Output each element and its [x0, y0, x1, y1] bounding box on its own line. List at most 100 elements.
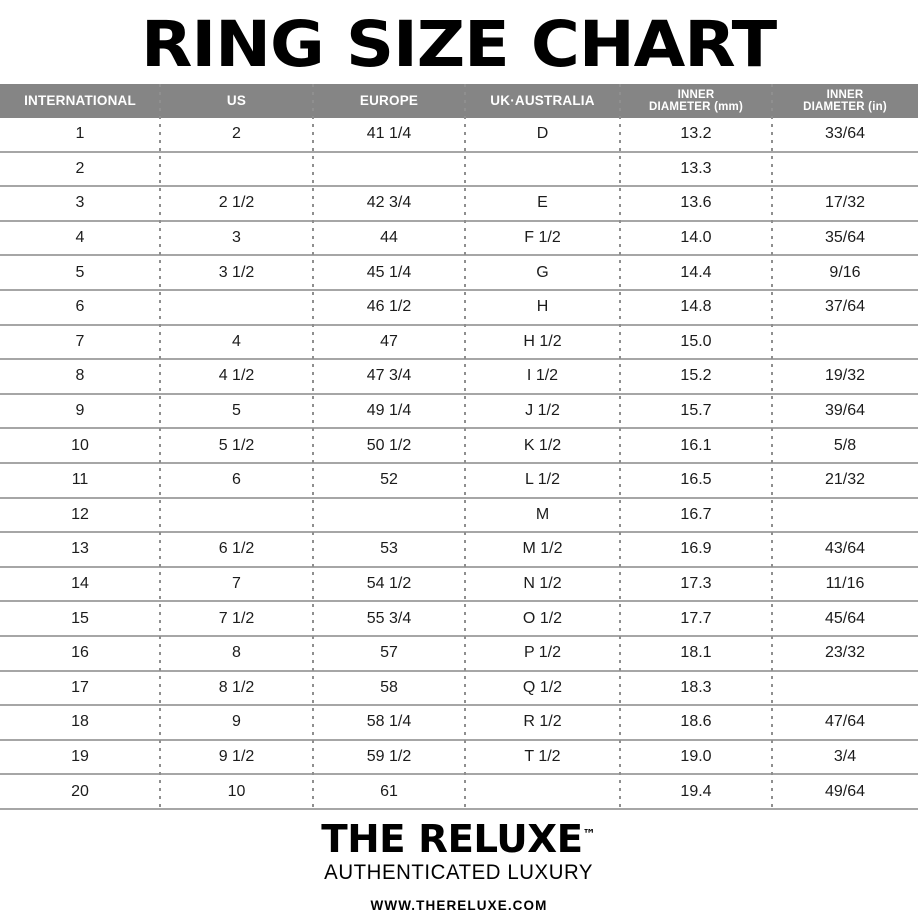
cell-inner_diameter_mm: 14.8: [680, 298, 712, 316]
table-row: 7 4 47 H 1/2 15.0: [0, 326, 918, 361]
cell-international: 14: [71, 575, 89, 593]
cell-europe: 47 3/4: [366, 367, 412, 385]
table-row: 11 6 52 L 1/2 16.5 21/32: [0, 464, 918, 499]
cell-inner_diameter_in: 33/64: [824, 125, 866, 143]
cell-inner_diameter_in: 23/32: [824, 644, 866, 662]
cell-inner_diameter_in: 11/16: [825, 575, 865, 593]
page-title: RING SIZE CHART: [141, 7, 777, 81]
cell-international: 19: [71, 747, 89, 765]
cell-international: 3: [75, 194, 85, 212]
column-header-us: US: [226, 92, 247, 108]
cell-international: 7: [75, 332, 85, 350]
trademark-symbol: ™: [582, 827, 597, 843]
cell-uk_australia: D: [536, 125, 549, 143]
table-header-row: INTERNATIONAL US EUROPE UK·AUSTRALIA INN…: [0, 84, 918, 118]
cell-uk_australia: H 1/2: [523, 332, 562, 350]
table-row: 16 8 57 P 1/2 18.1 23/32: [0, 637, 918, 672]
cell-europe: 53: [380, 540, 398, 558]
cell-inner_diameter_mm: 18.6: [680, 713, 712, 731]
cell-international: 11: [71, 471, 89, 489]
cell-uk_australia: M 1/2: [522, 540, 563, 558]
column-header-europe: EUROPE: [359, 92, 419, 108]
cell-uk_australia: J 1/2: [525, 402, 560, 420]
cell-inner_diameter_mm: 13.6: [680, 194, 712, 212]
cell-inner_diameter_in: 43/64: [824, 540, 866, 558]
cell-inner_diameter_mm: 16.9: [680, 540, 712, 558]
cell-us: 7 1/2: [218, 609, 255, 627]
cell-us: 3 1/2: [218, 263, 255, 281]
table-row: 13 6 1/2 53 M 1/2 16.9 43/64: [0, 533, 918, 568]
brand-tagline: AUTHENTICATED LUXURY: [324, 860, 594, 884]
table-row: 10 5 1/2 50 1/2 K 1/2 16.1 5/8: [0, 429, 918, 464]
cell-uk_australia: R 1/2: [523, 713, 562, 731]
table-body: 1 2 41 1/4 D 13.2 33/64 2 13.3 3 2 1/2 42 3/4 E 13.6…: [0, 118, 918, 810]
cell-us: 6: [232, 471, 241, 489]
cell-us: 4: [232, 332, 241, 350]
cell-inner_diameter_in: 19/32: [824, 367, 866, 385]
cell-inner_diameter_mm: 15.7: [680, 402, 712, 420]
cell-uk_australia: O 1/2: [522, 609, 563, 627]
cell-europe: 61: [380, 782, 398, 800]
table-row: 20 10 61 19.4 49/64: [0, 775, 918, 810]
table-row: 1 2 41 1/4 D 13.2 33/64: [0, 118, 918, 153]
cell-international: 8: [75, 367, 85, 385]
cell-us: 6 1/2: [218, 540, 255, 558]
column-header-uk-australia: UK·AUSTRALIA: [490, 92, 595, 108]
cell-us: 2 1/2: [218, 194, 255, 212]
cell-europe: 45 1/4: [366, 263, 412, 281]
cell-europe: 58 1/4: [366, 713, 412, 731]
title-container: RING SIZE CHART: [0, 0, 918, 84]
cell-us: 7: [232, 575, 241, 593]
cell-uk_australia: N 1/2: [523, 575, 562, 593]
table-row: 2 13.3: [0, 153, 918, 188]
brand-website: WWW.THERELUXE.COM: [370, 897, 548, 913]
column-header-international: INTERNATIONAL: [24, 92, 136, 108]
table-row: 5 3 1/2 45 1/4 G 14.4 9/16: [0, 256, 918, 291]
brand-logo: THE RELUXE™: [322, 820, 596, 858]
cell-inner_diameter_mm: 19.4: [680, 782, 712, 800]
cell-uk_australia: K 1/2: [523, 436, 562, 454]
cell-inner_diameter_in: 17/32: [824, 194, 866, 212]
cell-international: 20: [71, 782, 89, 800]
cell-europe: 59 1/2: [366, 747, 412, 765]
cell-europe: 46 1/2: [366, 298, 412, 316]
cell-inner_diameter_mm: 17.7: [680, 609, 712, 627]
cell-us: 9 1/2: [218, 747, 255, 765]
table-row: 4 3 44 F 1/2 14.0 35/64: [0, 222, 918, 257]
cell-inner_diameter_mm: 15.0: [680, 332, 712, 350]
cell-europe: 42 3/4: [366, 194, 412, 212]
cell-us: 9: [232, 713, 241, 731]
cell-inner_diameter_mm: 18.3: [680, 678, 712, 696]
cell-us: 10: [227, 782, 246, 800]
cell-international: 9: [75, 402, 85, 420]
cell-international: 4: [75, 229, 85, 247]
cell-inner_diameter_in: 37/64: [824, 298, 866, 316]
cell-international: 6: [75, 298, 85, 316]
cell-uk_australia: Q 1/2: [522, 678, 563, 696]
cell-inner_diameter_mm: 18.1: [680, 644, 712, 662]
cell-inner_diameter_in: 5/8: [833, 436, 857, 454]
cell-europe: 58: [380, 678, 398, 696]
cell-international: 10: [71, 436, 89, 454]
cell-inner_diameter_in: 45/64: [824, 609, 866, 627]
table-row: 19 9 1/2 59 1/2 T 1/2 19.0 3/4: [0, 741, 918, 776]
table-row: 6 46 1/2 H 14.8 37/64: [0, 291, 918, 326]
cell-uk_australia: T 1/2: [524, 747, 561, 765]
cell-inner_diameter_mm: 14.0: [680, 229, 712, 247]
cell-us: 3: [232, 229, 241, 247]
cell-international: 15: [71, 609, 89, 627]
cell-international: 12: [71, 505, 89, 523]
cell-inner_diameter_in: 21/32: [824, 471, 866, 489]
cell-europe: 57: [380, 644, 398, 662]
cell-international: 2: [75, 159, 85, 177]
cell-uk_australia: L 1/2: [525, 471, 560, 489]
cell-us: 8: [232, 644, 241, 662]
cell-uk_australia: E: [537, 194, 548, 212]
footer: THE RELUXE™ AUTHENTICATED LUXURY WWW.THE…: [0, 810, 918, 918]
size-table: INTERNATIONAL US EUROPE UK·AUSTRALIA INN…: [0, 84, 918, 810]
cell-europe: 54 1/2: [366, 575, 412, 593]
cell-inner_diameter_mm: 19.0: [680, 747, 712, 765]
cell-inner_diameter_mm: 13.2: [680, 125, 712, 143]
cell-inner_diameter_in: 9/16: [829, 263, 861, 281]
cell-europe: 49 1/4: [366, 402, 412, 420]
